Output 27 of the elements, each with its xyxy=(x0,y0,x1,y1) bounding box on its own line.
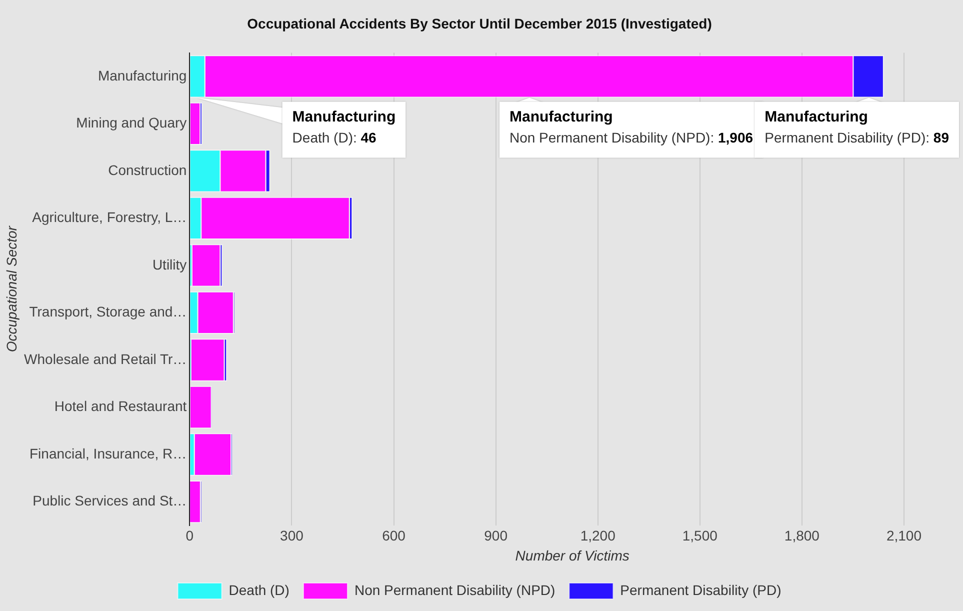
legend-label: Permanent Disability (PD) xyxy=(620,582,782,598)
x-tick-label: 0 xyxy=(186,528,194,544)
x-tick-label: 2,100 xyxy=(886,528,922,544)
x-tick-label: 1,800 xyxy=(784,528,820,544)
y-axis-title: Occupational Sector xyxy=(3,224,20,352)
annotation: Manufacturing Non Permanent Disability (NPD): 1,906 xyxy=(509,108,754,146)
x-tick-label: 600 xyxy=(382,528,406,544)
y-tick-label: Public Services and St… xyxy=(32,492,187,509)
y-tick-label: Transport, Storage and… xyxy=(29,304,187,320)
x-tick-label: 1,500 xyxy=(682,528,718,544)
y-tick-label: Construction xyxy=(108,162,187,178)
y-tick-label: Manufacturing xyxy=(98,67,187,84)
y-tick-label: Agriculture, Forestry, L… xyxy=(32,209,187,226)
y-tick-label: Wholesale and Retail Tr… xyxy=(24,350,187,367)
legend-label: Death (D) xyxy=(228,582,290,598)
y-tick-label: Financial, Insurance, R… xyxy=(29,445,187,462)
x-axis-title: Number of Victims xyxy=(515,547,630,564)
x-tick-label: 1,200 xyxy=(580,528,616,544)
x-tick-label: 900 xyxy=(484,528,508,544)
legend-label: Non Permanent Disability (NPD) xyxy=(354,582,556,598)
y-tick-label: Utility xyxy=(152,256,187,272)
y-tick-label: Hotel and Restaurant xyxy=(54,398,187,414)
x-tick-label: 300 xyxy=(280,528,304,544)
chart-title: Occupational Accidents By Sector Until December 2015 (Investigated) xyxy=(247,15,712,32)
y-tick-label: Mining and Quary xyxy=(76,114,187,131)
annotation: Manufacturing Death (D): 46 xyxy=(292,108,396,146)
annotation: Manufacturing Permanent Disability (PD): 89 xyxy=(764,108,950,146)
